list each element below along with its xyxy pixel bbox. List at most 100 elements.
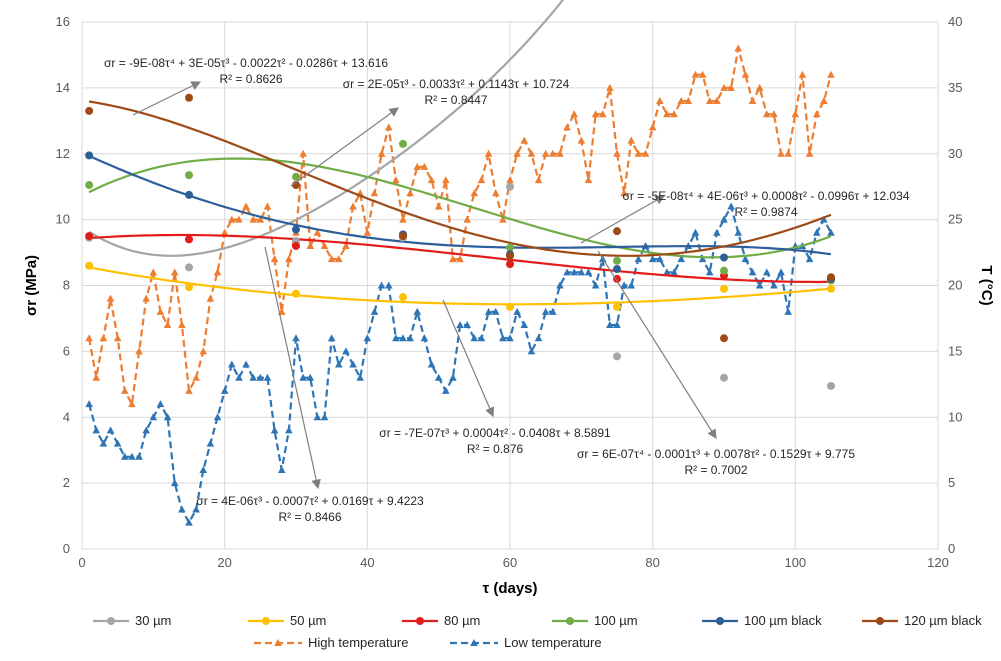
temperature-point (149, 268, 158, 276)
temperature-point (705, 97, 714, 105)
temperature-point (235, 373, 243, 381)
r-squared-label: R² = 0.876 (467, 442, 524, 456)
y-right-tick-label: 20 (948, 278, 962, 293)
legend-label: High temperature (308, 635, 408, 650)
y-right-tick-label: 25 (948, 212, 962, 227)
legend-item: 120 µm black (862, 613, 982, 628)
temperature-point (342, 241, 350, 249)
y-right-tick-label: 5 (948, 475, 955, 490)
annotation-arrow (290, 107, 399, 187)
temperature-point (92, 373, 101, 381)
temperature-point (142, 294, 150, 302)
temperature-point (356, 373, 364, 381)
legend-item: Low temperature (450, 635, 602, 650)
temperature-point (720, 215, 728, 223)
data-point (613, 302, 621, 311)
temperature-point (720, 83, 728, 91)
temperature-point (384, 281, 393, 289)
y-right-tick-label: 30 (948, 146, 962, 161)
data-point (292, 241, 300, 250)
temperature-point (256, 373, 265, 381)
temperature-point (613, 321, 621, 329)
temperature-point (85, 400, 93, 408)
temperature-point (242, 360, 250, 368)
data-point (185, 263, 193, 272)
temperature-point (741, 70, 750, 78)
temperature-point (812, 228, 821, 236)
y-left-tick-label: 16 (56, 14, 70, 29)
temperature-point (641, 149, 650, 157)
legend-label: 30 µm (135, 613, 171, 628)
legend-label: 100 µm black (744, 613, 822, 628)
data-point (506, 251, 514, 260)
temperature-point (477, 334, 486, 342)
temperature-point (363, 334, 372, 342)
temperature-point (92, 426, 101, 434)
trend-line (88, 157, 832, 259)
x-axis-title: τ (days) (482, 580, 537, 597)
temperature-point (427, 360, 436, 368)
legend: 30 µm 50 µm 80 µm 100 µm 100 µm black 120 µm … (93, 613, 982, 650)
data-point (506, 260, 514, 269)
temperature-point (392, 334, 400, 342)
data-point (85, 261, 94, 270)
temperature-point (456, 321, 464, 329)
temperature-point (299, 149, 307, 157)
temperature-point (798, 70, 807, 78)
data-point (85, 181, 94, 190)
temperature-point (541, 307, 550, 315)
y-right-tick-label: 10 (948, 409, 962, 424)
temperature-point (228, 360, 236, 368)
temperature-point (770, 110, 778, 118)
temperature-point (128, 452, 136, 460)
r-squared-label: R² = 0.7002 (684, 463, 747, 477)
temperature-line (88, 48, 833, 408)
temperature-point (420, 334, 429, 342)
temperature-point (249, 373, 257, 381)
data-point (185, 93, 193, 102)
r-squared-label: R² = 0.8626 (219, 72, 282, 86)
temperature-point (748, 268, 757, 276)
temperature-point (442, 386, 450, 394)
temperature-point (477, 176, 486, 184)
temperature-point (442, 176, 450, 184)
annotations: σr = -9E-08τ⁴ + 3E-05τ³ - 0.0022τ² - 0.0… (104, 56, 910, 524)
temperature-point (413, 162, 422, 170)
data-point (185, 171, 193, 180)
temperature-point (434, 202, 443, 210)
temperature-point (128, 400, 136, 408)
x-tick-label: 120 (927, 555, 949, 570)
annotation-arrow (264, 246, 321, 490)
y-left-tick-label: 12 (56, 146, 70, 161)
r-squared-label: R² = 0.9874 (734, 205, 797, 219)
temperature-point (142, 426, 150, 434)
annotation-arrow (597, 250, 717, 440)
temperature-point (577, 136, 586, 144)
temperature-point (491, 307, 500, 315)
temperature-point (156, 307, 165, 315)
temperature-point (277, 465, 286, 473)
temperature-point (527, 149, 536, 157)
temperature-point (399, 215, 407, 223)
axes: 0 20 40 60 80 100 1200246810121416051015202530… (23, 14, 995, 597)
temperature-point (434, 373, 443, 381)
y-right-tick-label: 40 (948, 14, 962, 29)
data-point (720, 373, 728, 382)
legend-item: High temperature (254, 635, 408, 650)
temperature-point (691, 228, 700, 236)
data-point (613, 352, 621, 361)
annotation-arrow (132, 81, 202, 116)
temperature-point (784, 307, 792, 315)
series-layer (85, 0, 835, 526)
temperature-point (320, 241, 329, 249)
temperature-point (527, 347, 536, 355)
data-point (292, 181, 300, 190)
y-right-tick-label: 35 (948, 80, 962, 95)
temperature-point (228, 215, 236, 223)
temperature-point (734, 44, 743, 52)
temperature-point (677, 255, 685, 263)
temperature-point (313, 228, 322, 236)
temperature-point (299, 373, 307, 381)
temperature-point (149, 413, 158, 421)
temperature-point (327, 334, 336, 342)
